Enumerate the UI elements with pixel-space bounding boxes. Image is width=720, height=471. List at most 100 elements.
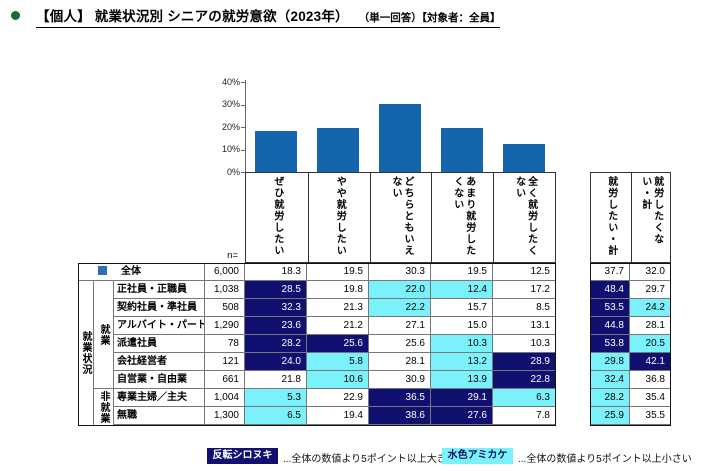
row-label: 無職 bbox=[114, 407, 205, 425]
page-title-main: 【個人】 就業状況別 シニアの就労意欲（2023年） bbox=[36, 9, 349, 24]
total-value-cell: 29.8 bbox=[590, 353, 630, 371]
value-cell: 30.9 bbox=[369, 371, 431, 389]
value-cell: 21.2 bbox=[307, 317, 369, 335]
value-cell: 15.7 bbox=[431, 299, 493, 317]
total-value-cell: 28.2 bbox=[590, 389, 630, 407]
column-header: どちらともいえない bbox=[369, 173, 432, 262]
n-value-cell: 1,300 bbox=[205, 407, 245, 425]
value-cell: 19.5 bbox=[431, 263, 493, 281]
value-cell: 27.1 bbox=[369, 317, 431, 335]
subgroup-label-employed: 就業 bbox=[94, 281, 114, 389]
row-group-label: 就業状況 bbox=[78, 281, 94, 425]
bullet-icon bbox=[11, 11, 20, 20]
row-label-total: 全体 bbox=[78, 263, 205, 281]
table-row: 正社員・正職員 1,038 28.5 19.8 22.0 12.4 17.2 48.4 29.7 bbox=[78, 281, 670, 299]
value-cell: 6.5 bbox=[245, 407, 307, 425]
total-column-header: 就労したい・計 bbox=[591, 173, 631, 262]
total-column-header: 就労したくない・計 bbox=[630, 173, 671, 262]
table-row: 派遣社員 78 28.2 25.6 25.6 10.3 10.3 53.8 20.5 bbox=[78, 335, 670, 353]
legend-cyan-box: 水色アミカケ bbox=[442, 448, 513, 464]
value-cell: 22.2 bbox=[369, 299, 431, 317]
bar bbox=[255, 130, 297, 172]
total-value-cell: 35.4 bbox=[630, 389, 670, 407]
row-label: 自営業・自由業 bbox=[114, 371, 205, 389]
n-value-cell: 1,038 bbox=[205, 281, 245, 299]
value-cell: 27.6 bbox=[431, 407, 493, 425]
n-value-cell: 508 bbox=[205, 299, 245, 317]
value-cell: 13.2 bbox=[431, 353, 493, 371]
column-gap bbox=[555, 317, 590, 335]
y-axis-line bbox=[245, 80, 246, 172]
table-row: 全体 6,000 18.3 19.5 30.3 19.5 12.5 37.7 32.0 bbox=[78, 263, 670, 281]
table-row: 専業主婦／主夫 1,004 5.3 22.9 36.5 29.1 6.3 28.2 35.4 bbox=[78, 389, 670, 407]
column-gap bbox=[555, 281, 590, 299]
row-label: 正社員・正職員 bbox=[114, 281, 205, 299]
total-value-cell: 35.5 bbox=[630, 407, 670, 425]
table-row: 自営業・自由業 661 21.8 10.6 30.9 13.9 22.8 32.4 36.8 bbox=[78, 371, 670, 389]
value-cell: 21.8 bbox=[245, 371, 307, 389]
value-cell: 21.3 bbox=[307, 299, 369, 317]
total-value-cell: 53.5 bbox=[590, 299, 630, 317]
column-header-label: やや就労したい bbox=[334, 176, 346, 257]
column-gap bbox=[555, 371, 590, 389]
y-tick-mark bbox=[241, 172, 245, 173]
total-value-cell: 42.1 bbox=[630, 353, 670, 371]
y-tick-label: 30% bbox=[221, 99, 240, 109]
n-value-cell: 78 bbox=[205, 335, 245, 353]
value-cell: 28.5 bbox=[245, 281, 307, 299]
legend-navy-text: ...全体の数値より5ポイント以上大きい bbox=[283, 454, 457, 465]
page-title: 【個人】 就業状況別 シニアの就労意欲（2023年） （単一回答）【対象者：全員… bbox=[36, 5, 501, 28]
column-gap bbox=[555, 335, 590, 353]
y-tick-label: 0% bbox=[226, 166, 240, 177]
total-column-header-label: 就労したい・計 bbox=[605, 176, 617, 257]
column-header: ぜひ就労したい bbox=[246, 173, 308, 262]
value-cell: 30.3 bbox=[369, 263, 431, 281]
value-cell: 15.0 bbox=[431, 317, 493, 335]
value-cell: 13.9 bbox=[431, 371, 493, 389]
bar bbox=[503, 143, 545, 172]
table-column-headers: ぜひ就労したい やや就労したい どちらともいえない あまり就労したくない 全く就労したく… bbox=[245, 172, 556, 263]
y-tick-label: 40% bbox=[221, 76, 240, 87]
table-row: 無職 1,300 6.5 19.4 38.6 27.6 7.8 25.9 35.5 bbox=[78, 407, 670, 425]
value-cell: 19.5 bbox=[307, 263, 369, 281]
row-label: 派遣社員 bbox=[114, 335, 205, 353]
n-value-cell: 121 bbox=[205, 353, 245, 371]
value-cell: 7.8 bbox=[493, 407, 555, 425]
column-header-label: どちらともいえない bbox=[389, 176, 413, 257]
value-cell: 10.6 bbox=[307, 371, 369, 389]
column-header-label: ぜひ就労したい bbox=[271, 176, 283, 257]
value-cell: 32.3 bbox=[245, 299, 307, 317]
value-cell: 28.9 bbox=[493, 353, 555, 371]
table-row: 契約社員・準社員 508 32.3 21.3 22.2 15.7 8.5 53.5 24.2 bbox=[78, 299, 670, 317]
value-cell: 18.3 bbox=[245, 263, 307, 281]
value-cell: 22.8 bbox=[493, 371, 555, 389]
column-gap bbox=[555, 263, 590, 281]
total-value-cell: 32.0 bbox=[630, 263, 670, 281]
total-value-cell: 24.2 bbox=[630, 299, 670, 317]
y-tick-label: 20% bbox=[221, 121, 240, 132]
value-cell: 28.1 bbox=[369, 353, 431, 371]
table-row: アルバイト・パート 1,290 23.6 21.2 27.1 15.0 13.1 44.8 28… bbox=[78, 317, 670, 335]
n-value-cell: 1,290 bbox=[205, 317, 245, 335]
n-value-cell: 6,000 bbox=[205, 263, 245, 281]
value-cell: 10.3 bbox=[493, 335, 555, 353]
value-cell: 28.2 bbox=[245, 335, 307, 353]
value-cell: 17.2 bbox=[493, 281, 555, 299]
total-value-cell: 36.8 bbox=[630, 371, 670, 389]
total-value-cell: 37.7 bbox=[590, 263, 630, 281]
bar bbox=[317, 128, 359, 172]
y-tick-mark bbox=[241, 149, 245, 151]
total-value-cell: 25.9 bbox=[590, 407, 630, 425]
column-gap bbox=[555, 389, 590, 407]
y-tick-mark bbox=[241, 127, 245, 128]
bar bbox=[379, 103, 421, 172]
legend-navy-box: 反転シロヌキ bbox=[207, 448, 278, 464]
value-cell: 13.1 bbox=[493, 317, 555, 335]
column-gap bbox=[555, 407, 590, 425]
value-cell: 19.4 bbox=[307, 407, 369, 425]
y-tick-mark bbox=[241, 82, 245, 83]
n-equals-label: n= bbox=[227, 250, 238, 261]
value-cell: 6.3 bbox=[493, 389, 555, 407]
row-label: 会社経営者 bbox=[114, 353, 205, 371]
bar bbox=[441, 128, 483, 172]
